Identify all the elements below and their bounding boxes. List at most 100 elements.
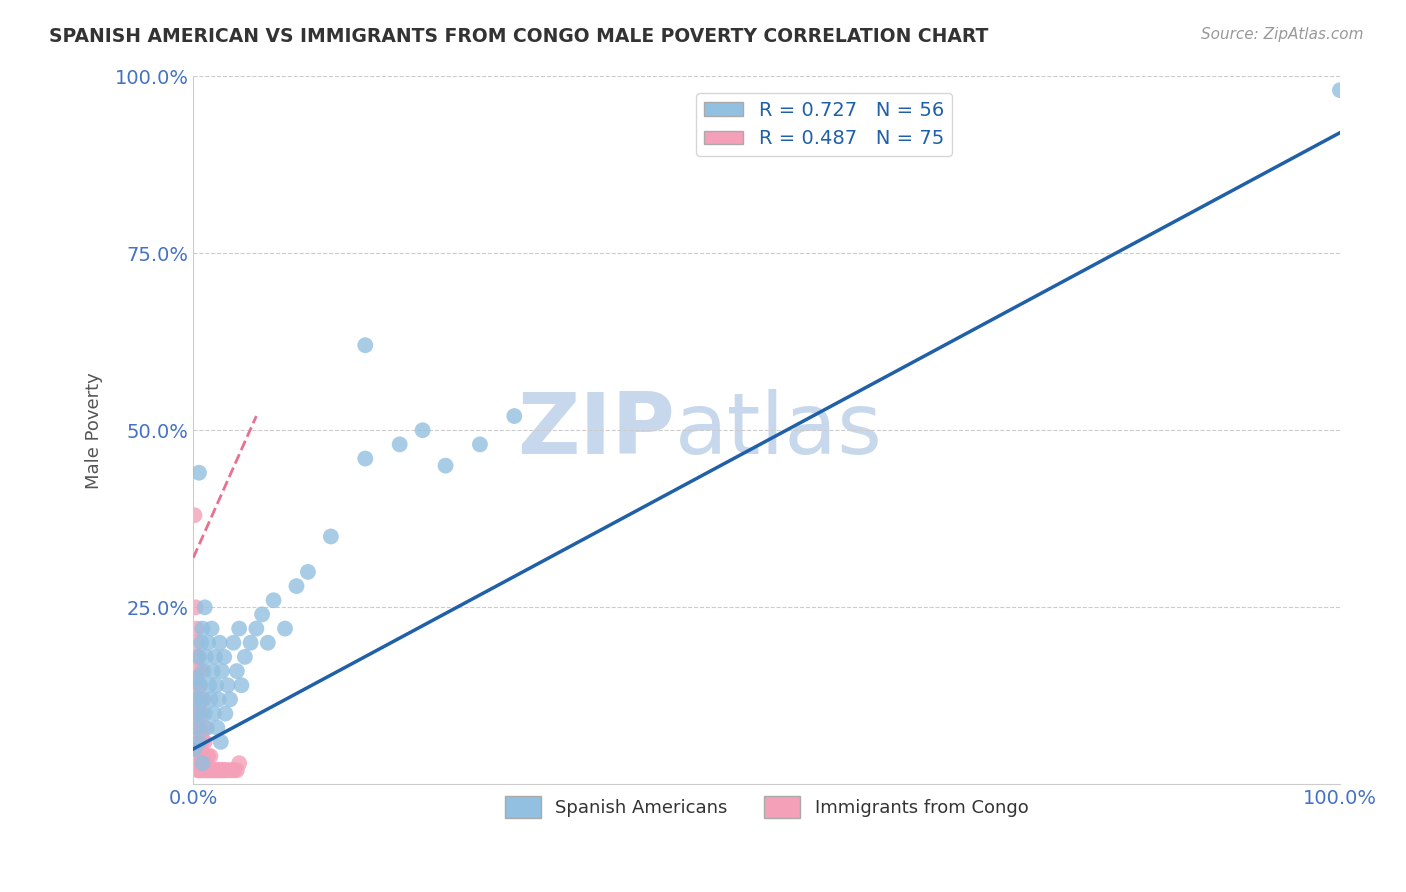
- Point: [184, 600, 207, 615]
- Point: [188, 749, 211, 764]
- Point: [197, 749, 219, 764]
- Point: [188, 706, 211, 721]
- Point: [212, 764, 235, 778]
- Point: [191, 764, 214, 778]
- Point: [285, 579, 308, 593]
- Point: [224, 764, 246, 778]
- Point: [200, 692, 222, 706]
- Point: [195, 749, 218, 764]
- Point: [188, 678, 211, 692]
- Point: [198, 764, 221, 778]
- Point: [201, 664, 224, 678]
- Point: [201, 764, 224, 778]
- Point: [186, 692, 208, 706]
- Point: [191, 622, 214, 636]
- Point: [190, 764, 212, 778]
- Point: [202, 764, 225, 778]
- Point: [190, 664, 212, 678]
- Point: [245, 622, 267, 636]
- Point: [191, 756, 214, 771]
- Point: [233, 649, 256, 664]
- Text: ZIP: ZIP: [517, 389, 675, 472]
- Point: [222, 636, 245, 650]
- Point: [194, 749, 217, 764]
- Legend: Spanish Americans, Immigrants from Congo: Spanish Americans, Immigrants from Congo: [498, 789, 1035, 825]
- Point: [263, 593, 285, 607]
- Point: [184, 692, 207, 706]
- Point: [188, 735, 211, 749]
- Point: [188, 649, 211, 664]
- Point: [434, 458, 457, 473]
- Point: [354, 338, 377, 352]
- Point: [183, 742, 205, 756]
- Point: [186, 714, 208, 728]
- Point: [190, 728, 212, 742]
- Point: [201, 622, 224, 636]
- Point: [221, 764, 243, 778]
- Point: [274, 622, 297, 636]
- Point: [205, 678, 228, 692]
- Point: [297, 565, 319, 579]
- Point: [208, 764, 231, 778]
- Point: [198, 678, 221, 692]
- Point: [200, 749, 222, 764]
- Text: Source: ZipAtlas.com: Source: ZipAtlas.com: [1201, 27, 1364, 42]
- Point: [207, 764, 229, 778]
- Point: [219, 692, 242, 706]
- Point: [205, 764, 228, 778]
- Point: [212, 649, 235, 664]
- Point: [194, 749, 217, 764]
- Point: [207, 721, 229, 735]
- Point: [184, 649, 207, 664]
- Text: atlas: atlas: [675, 389, 883, 472]
- Point: [186, 721, 208, 735]
- Point: [188, 466, 211, 480]
- Point: [188, 721, 211, 735]
- Point: [204, 764, 226, 778]
- Point: [250, 607, 273, 622]
- Point: [239, 636, 262, 650]
- Point: [195, 764, 218, 778]
- Text: SPANISH AMERICAN VS IMMIGRANTS FROM CONGO MALE POVERTY CORRELATION CHART: SPANISH AMERICAN VS IMMIGRANTS FROM CONG…: [49, 27, 988, 45]
- Point: [193, 692, 215, 706]
- Point: [225, 664, 247, 678]
- Point: [187, 699, 209, 714]
- Point: [186, 671, 208, 685]
- Point: [183, 508, 205, 523]
- Point: [187, 742, 209, 756]
- Point: [190, 636, 212, 650]
- Point: [188, 692, 211, 706]
- Point: [193, 764, 215, 778]
- Point: [187, 721, 209, 735]
- Point: [209, 735, 232, 749]
- Point: [194, 649, 217, 664]
- Point: [186, 735, 208, 749]
- Point: [193, 664, 215, 678]
- Point: [187, 764, 209, 778]
- Point: [208, 636, 231, 650]
- Point: [468, 437, 491, 451]
- Point: [186, 622, 208, 636]
- Point: [186, 756, 208, 771]
- Point: [354, 451, 377, 466]
- Point: [191, 706, 214, 721]
- Point: [183, 721, 205, 735]
- Point: [187, 706, 209, 721]
- Point: [256, 636, 278, 650]
- Point: [188, 764, 211, 778]
- Point: [214, 706, 236, 721]
- Point: [204, 649, 226, 664]
- Point: [191, 749, 214, 764]
- Point: [184, 706, 207, 721]
- Point: [184, 728, 207, 742]
- Point: [184, 749, 207, 764]
- Point: [187, 649, 209, 664]
- Point: [197, 764, 219, 778]
- Point: [194, 764, 217, 778]
- Point: [194, 735, 217, 749]
- Point: [186, 636, 208, 650]
- Point: [183, 742, 205, 756]
- Point: [209, 764, 232, 778]
- Point: [190, 749, 212, 764]
- Point: [388, 437, 411, 451]
